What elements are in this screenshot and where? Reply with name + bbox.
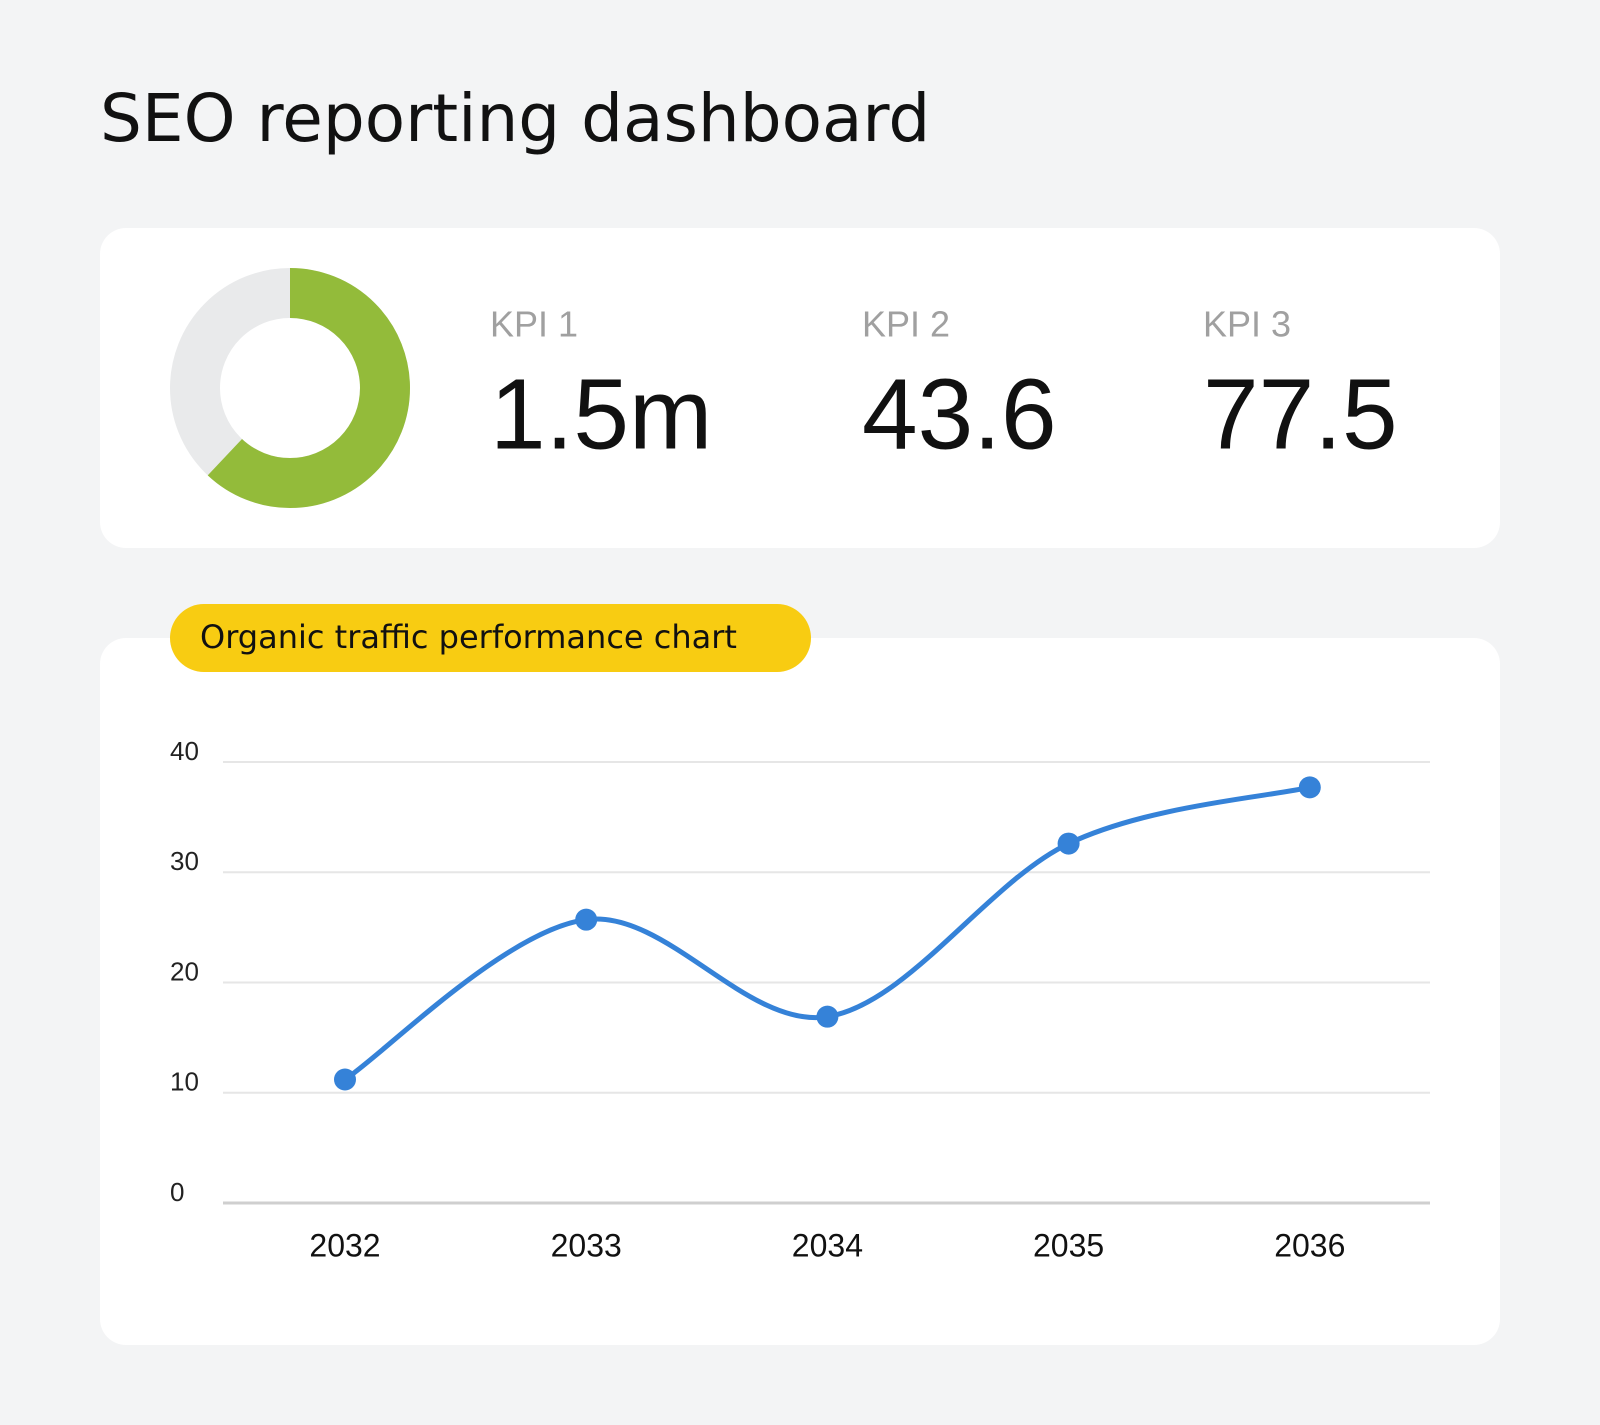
chart-title: Organic traffic performance chart bbox=[200, 618, 737, 656]
kpi-value: 43.6 bbox=[862, 358, 1057, 470]
x-tick-label: 2034 bbox=[792, 1227, 863, 1263]
data-point bbox=[1298, 776, 1321, 799]
x-tick-label: 2033 bbox=[551, 1227, 622, 1263]
y-tick-label: 10 bbox=[170, 1067, 199, 1097]
data-point bbox=[334, 1068, 356, 1091]
x-tick-label: 2036 bbox=[1274, 1227, 1345, 1263]
data-point bbox=[1057, 832, 1080, 855]
y-tick-label: 40 bbox=[170, 736, 199, 766]
kpi-card bbox=[100, 228, 1500, 548]
y-tick-label: 20 bbox=[170, 956, 199, 986]
chart-title-pill bbox=[170, 604, 811, 672]
y-tick-label: 30 bbox=[170, 846, 199, 876]
donut-arc bbox=[170, 268, 410, 508]
y-tick-label: 0 bbox=[170, 1177, 184, 1207]
data-point bbox=[575, 908, 598, 931]
x-tick-label: 2035 bbox=[1033, 1227, 1104, 1263]
kpi-value: 77.5 bbox=[1203, 358, 1398, 470]
page-title: SEO reporting dashboard bbox=[100, 80, 930, 157]
kpi-label: KPI 1 bbox=[490, 304, 578, 345]
data-point bbox=[816, 1005, 839, 1028]
kpi-label: KPI 3 bbox=[1203, 304, 1291, 345]
kpi-value: 1.5m bbox=[490, 358, 712, 470]
kpi-label: KPI 2 bbox=[862, 304, 950, 345]
x-tick-label: 2032 bbox=[309, 1227, 380, 1263]
